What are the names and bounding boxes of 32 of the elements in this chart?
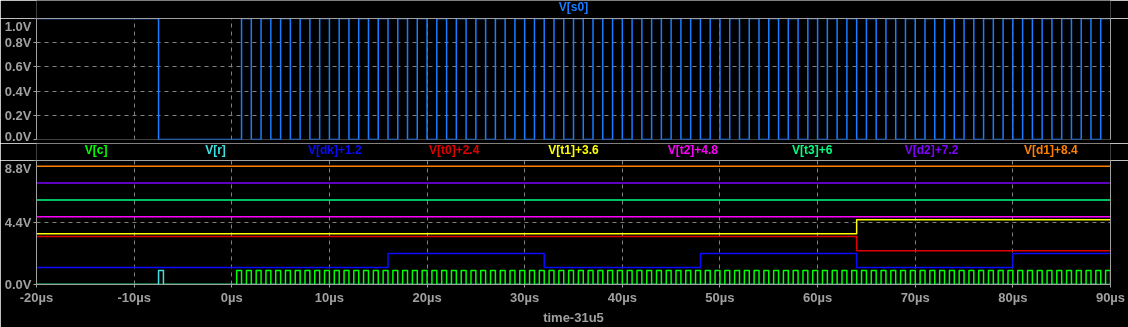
- x-tick-label: -20µs: [19, 289, 54, 305]
- x-tick-label: 50µs: [705, 289, 735, 305]
- x-tick-label: 40µs: [607, 289, 637, 305]
- text: V[c]: [84, 142, 108, 157]
- x-tick-label: 70µs: [900, 289, 930, 305]
- y-tick-label: 0.0V: [4, 128, 32, 144]
- y-tick-label: 0.4V: [4, 83, 32, 99]
- y-tick-label: 0.0V: [4, 277, 32, 292]
- x-tick-label: 90µs: [1095, 289, 1126, 305]
- x-axis-title: time-31u5: [543, 309, 604, 325]
- x-tick-label: 30µs: [510, 289, 540, 305]
- y-tick-label: 1.0V: [4, 18, 32, 34]
- series-label: V[d1]+8.4: [1023, 142, 1078, 157]
- x-tick-label: 10µs: [314, 289, 345, 305]
- y-tick-label: 8.8V: [4, 160, 32, 176]
- x-tick-label: 80µs: [998, 289, 1028, 305]
- text: V[t3]+6: [791, 142, 833, 157]
- y-tick-label: 4.4V: [4, 215, 32, 230]
- x-tick-label: 0µs: [220, 289, 243, 305]
- series-label: V[s0]: [558, 0, 589, 15]
- x-tick-label: 60µs: [803, 289, 833, 305]
- x-tick-label: -10µs: [117, 289, 151, 305]
- text: V[r]: [205, 142, 226, 157]
- text: V[d2]+7.2: [904, 142, 959, 157]
- y-tick-label: 0.2V: [4, 107, 32, 123]
- y-tick-label: 0.8V: [4, 35, 32, 51]
- y-tick-label: 0.6V: [4, 59, 32, 75]
- text: V[dk]+1.2: [307, 142, 362, 157]
- text: V[t0]+2.4: [428, 142, 480, 157]
- text: V[t1]+3.6: [548, 142, 599, 157]
- text: V[t2]+4.8: [667, 142, 719, 157]
- x-tick-label: 20µs: [412, 289, 442, 305]
